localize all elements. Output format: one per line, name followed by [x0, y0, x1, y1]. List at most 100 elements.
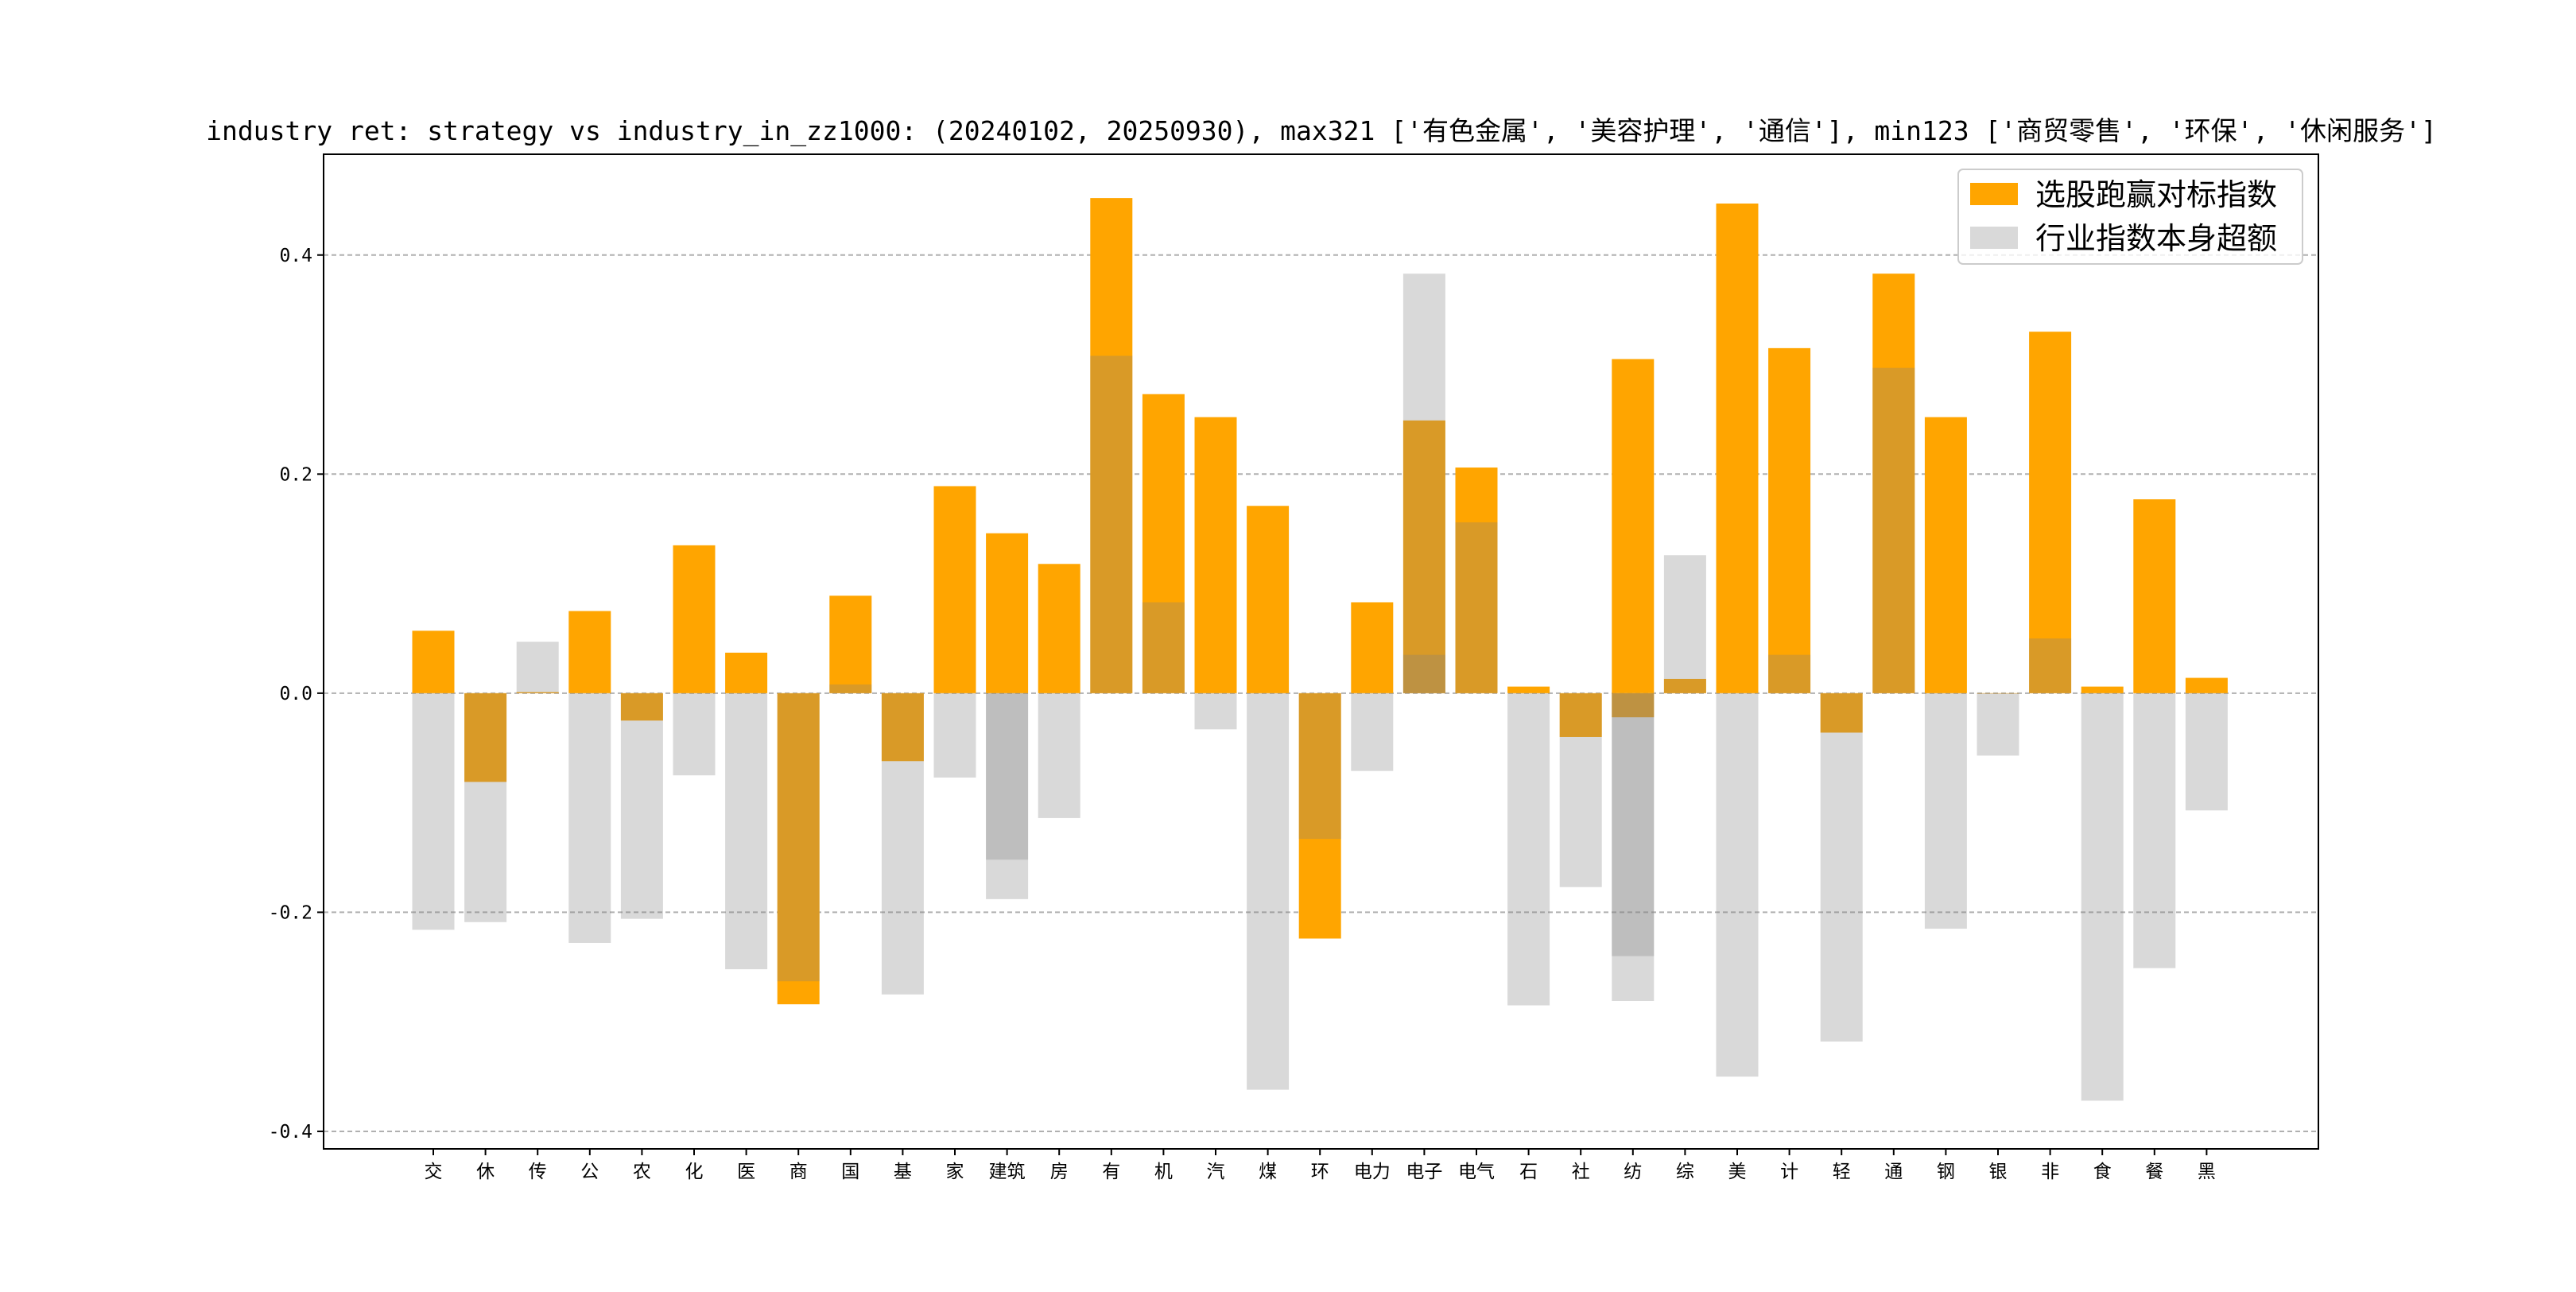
- x-tick-label: 石: [1519, 1162, 1538, 1182]
- bar-industry: [1351, 693, 1394, 771]
- legend: 选股跑赢对标指数 行业指数本身超额: [1957, 169, 2303, 265]
- x-tick-label: 综: [1676, 1162, 1694, 1182]
- bar-industry: [777, 693, 820, 982]
- x-tick-label: 国: [841, 1162, 859, 1182]
- bar-strategy: [1977, 693, 2019, 694]
- bar-strategy: [1038, 564, 1080, 693]
- bar-strategy: [516, 692, 559, 693]
- bar-strategy: [777, 693, 820, 1005]
- x-tick-label: 计: [1780, 1162, 1798, 1182]
- bar-industry: [1559, 693, 1602, 887]
- chart-title: industry ret: strategy vs industry_in_zz…: [206, 115, 2437, 147]
- x-tick-label: 电气: [1458, 1162, 1495, 1182]
- x-tick-label: 化: [685, 1162, 704, 1182]
- x-tick-label: 纺: [1624, 1162, 1642, 1182]
- bar-strategy: [412, 630, 455, 693]
- bar-industry: [620, 693, 663, 919]
- bar-strategy: [1872, 274, 1915, 693]
- bar-strategy: [620, 693, 663, 721]
- bar-industry: [412, 693, 455, 930]
- bar-industry: [881, 693, 924, 995]
- x-tick-label: 钢: [1937, 1162, 1955, 1182]
- bar-industry: [725, 693, 768, 970]
- bar-industry: [464, 693, 507, 922]
- bar-strategy: [1142, 394, 1185, 693]
- bar-industry: [2133, 693, 2176, 968]
- bar-strategy: [1351, 602, 1394, 693]
- bar-industry: [1768, 654, 1811, 693]
- x-tick-label: 传: [529, 1162, 547, 1182]
- x-tick-label: 银: [1989, 1162, 2008, 1182]
- x-tick-label: 商: [789, 1162, 808, 1182]
- x-tick-label: 餐: [2145, 1162, 2163, 1182]
- bar-strategy: [1768, 347, 1811, 693]
- x-tick-label: 非: [2041, 1162, 2059, 1182]
- bar-strategy: [1402, 420, 1445, 693]
- legend-label-industry: 行业指数本身超额: [2035, 221, 2277, 256]
- x-tick-label: 医: [737, 1162, 755, 1182]
- x-tick-label: 有: [1102, 1162, 1120, 1182]
- bar-industry: [1298, 693, 1341, 840]
- y-tick-label: 0.4: [279, 246, 312, 266]
- bar-strategy: [1455, 468, 1498, 693]
- bar-strategy: [1559, 693, 1602, 737]
- bar-strategy: [568, 611, 611, 693]
- x-tick-label: 建筑: [989, 1162, 1026, 1182]
- bar-industry: [1716, 693, 1759, 1077]
- bar-industry: [1090, 355, 1133, 693]
- bar-strategy: [464, 693, 507, 782]
- bar-strategy: [933, 486, 976, 693]
- x-tick-label: 电子: [1406, 1162, 1442, 1182]
- legend-swatch-strategy: [1970, 183, 2018, 205]
- bar-industry: [1612, 693, 1655, 956]
- bar-industry: [1872, 367, 1915, 693]
- bar-strategy: [1247, 506, 1290, 693]
- bar-strategy: [1663, 678, 1706, 693]
- y-tick-label: 0.2: [279, 464, 312, 485]
- x-tick-label: 家: [946, 1162, 964, 1182]
- bar-industry: [673, 693, 716, 776]
- bar-industry: [1194, 693, 1237, 730]
- bar-industry: [1663, 555, 1706, 693]
- bar-strategy: [1090, 198, 1133, 693]
- bar-strategy: [1612, 693, 1655, 718]
- plot-frame: [323, 153, 2319, 1150]
- bar-strategy: [2133, 499, 2176, 693]
- bar-strategy: [1612, 359, 1655, 693]
- x-tick-label: 基: [894, 1162, 912, 1182]
- y-tick-label: -0.4: [269, 1122, 312, 1143]
- x-tick-label: 农: [633, 1162, 651, 1182]
- x-tick-label: 轻: [1833, 1162, 1851, 1182]
- bar-strategy: [829, 596, 872, 693]
- bar-industry: [568, 693, 611, 943]
- bar-strategy: [986, 533, 1029, 693]
- bar-strategy: [2185, 677, 2228, 693]
- x-tick-label: 社: [1572, 1162, 1590, 1182]
- x-tick-label: 公: [580, 1162, 599, 1182]
- bar-strategy: [1924, 417, 1967, 693]
- bar-industry: [1507, 693, 1550, 1006]
- bar-strategy: [673, 545, 716, 693]
- y-axis: -0.4 -0.2 0.0 0.2 0.4: [269, 246, 324, 1143]
- bar-industry: [2081, 693, 2124, 1101]
- bar-industry: [1977, 693, 2019, 756]
- x-tick-label: 汽: [1207, 1162, 1225, 1182]
- bar-industry: [2029, 638, 2072, 693]
- bar-strategy: [881, 693, 924, 762]
- x-axis: 交 休 传 公 农 化 医 商 国 基 家 建筑 房 有 机 汽 煤 环 电力 电子 电气 石 社 纺 综 美 计 轻 通 钢 银 非 食 餐 黑: [425, 1149, 2216, 1182]
- bar-strategy: [1194, 417, 1237, 693]
- bar-strategy: [1820, 693, 1863, 733]
- bar-industry: [1402, 654, 1445, 693]
- bar-industry: [516, 642, 559, 693]
- bar-industry: [1455, 522, 1498, 693]
- bar-strategy: [725, 652, 768, 693]
- x-tick-label: 机: [1154, 1162, 1173, 1182]
- x-tick-label: 黑: [2198, 1162, 2216, 1182]
- bar-industry: [1142, 602, 1185, 693]
- bar-industry: [1612, 693, 1655, 1002]
- bar-industry: [1247, 693, 1290, 1090]
- y-tick-label: -0.2: [269, 902, 312, 923]
- x-tick-label: 交: [425, 1162, 443, 1182]
- bar-strategy: [1507, 686, 1550, 693]
